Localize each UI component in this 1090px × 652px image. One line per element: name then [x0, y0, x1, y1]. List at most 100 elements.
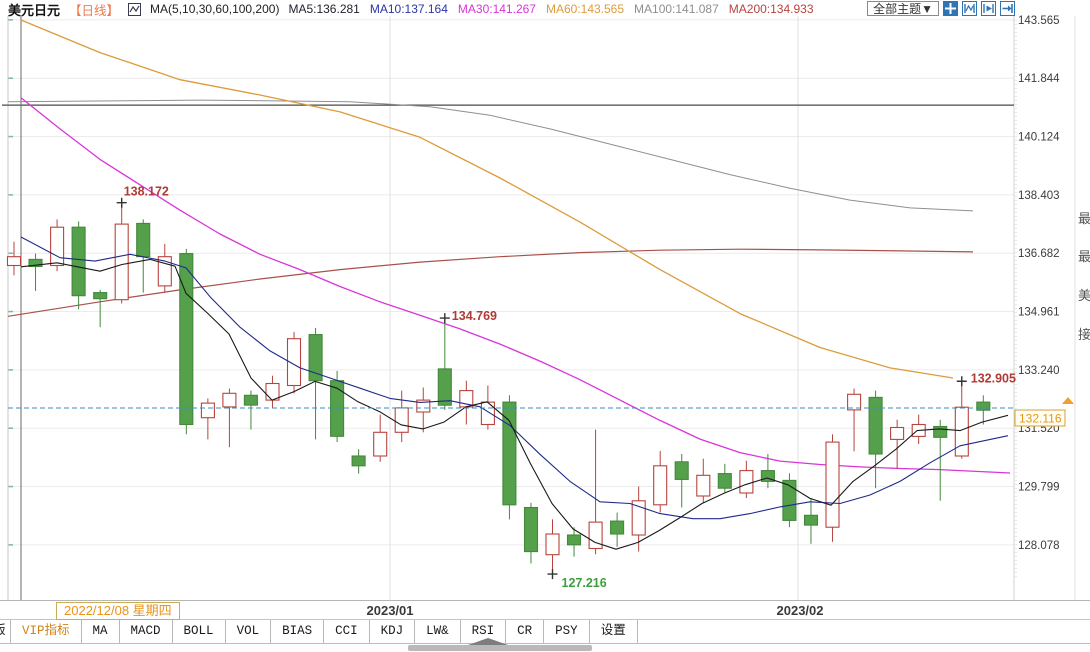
candle[interactable] — [933, 419, 948, 501]
current-price-tag — [1014, 409, 1066, 427]
y-axis-label: 141.844 — [1018, 73, 1060, 85]
indicator-tab-CR[interactable]: CR — [506, 620, 545, 643]
candle[interactable] — [760, 454, 775, 489]
candle[interactable] — [847, 388, 862, 452]
indicator-tab-VOL[interactable]: VOL — [226, 620, 272, 643]
indicator-tab-LW&[interactable]: LW& — [415, 620, 461, 643]
expand-panel-arrow-icon[interactable] — [468, 638, 508, 645]
y-axis-scale-icon[interactable] — [962, 1, 977, 16]
indicator-tab-clipped[interactable]: 版 — [0, 620, 11, 643]
candle[interactable] — [243, 390, 258, 430]
candle[interactable] — [394, 390, 409, 443]
candle[interactable] — [373, 414, 388, 462]
price-annotation: 127.216 — [562, 576, 607, 590]
indicator-tab-BIAS[interactable]: BIAS — [271, 620, 325, 643]
candle[interactable] — [825, 434, 840, 542]
y-axis-label: 140.124 — [1018, 132, 1060, 144]
candle[interactable] — [437, 318, 452, 410]
candle[interactable] — [6, 241, 22, 276]
candle[interactable] — [93, 289, 108, 328]
ma100-line — [7, 99, 974, 212]
ma-config-label: MA(5,10,30,60,100,200) — [150, 2, 280, 16]
ma-readout-1: MA10:137.164 — [369, 2, 448, 16]
ma-readout-5: MA200:134.933 — [728, 2, 814, 16]
candle[interactable] — [502, 395, 517, 520]
indicator-tab-MA[interactable]: MA — [82, 620, 120, 643]
month-label-jan: 2023/01 — [366, 603, 414, 618]
candle[interactable] — [136, 219, 151, 293]
candle[interactable] — [911, 414, 926, 445]
selected-date-label: 2022/12/08 星期四 — [56, 602, 180, 620]
playback-icon[interactable] — [981, 1, 996, 16]
ma-readout-4: MA100:141.087 — [634, 2, 719, 16]
chart-toolbar: 全部主题▼ — [867, 1, 1015, 16]
candle[interactable] — [545, 519, 560, 574]
date-axis: 2022/12/08 星期四 2023/01 2023/02 — [0, 600, 1090, 620]
candlestick-chart-icon — [128, 2, 142, 16]
candle[interactable] — [696, 458, 711, 503]
period-tag: 【日线】 — [69, 3, 120, 18]
candle[interactable] — [717, 463, 732, 493]
ma10-line — [20, 236, 1009, 520]
candle[interactable] — [868, 390, 883, 489]
crosshair-icon[interactable] — [943, 1, 958, 16]
indicator-tab-MACD[interactable]: MACD — [120, 620, 173, 643]
indicator-tab-BOLL[interactable]: BOLL — [173, 620, 226, 643]
indicator-tab-KDJ[interactable]: KDJ — [370, 620, 416, 643]
candle[interactable] — [265, 375, 280, 408]
ma5-line — [20, 258, 1009, 550]
ma60-line — [20, 19, 954, 379]
indicator-tab-PSY[interactable]: PSY — [544, 620, 590, 643]
candle[interactable] — [416, 387, 431, 433]
symbol-title: 美元日元 — [8, 2, 61, 18]
indicator-tab-VIP指标[interactable]: VIP指标 — [11, 620, 82, 643]
candle[interactable] — [890, 419, 905, 469]
extreme-cross-marker — [116, 197, 127, 208]
panel-resize-handle[interactable] — [408, 645, 592, 651]
candle[interactable] — [351, 449, 366, 474]
candle[interactable] — [286, 331, 302, 394]
candle[interactable] — [588, 429, 603, 555]
candle[interactable] — [157, 243, 172, 293]
theme-dropdown-button[interactable]: 全部主题▼ — [867, 1, 939, 16]
clipped-side-panel: 最最美接 — [1078, 0, 1090, 600]
price-annotation: 134.769 — [452, 309, 497, 323]
candle[interactable] — [523, 502, 539, 564]
y-axis-label: 128.078 — [1018, 540, 1060, 552]
candle[interactable] — [803, 498, 819, 544]
indicator-tab-CCI[interactable]: CCI — [324, 620, 370, 643]
candle[interactable] — [566, 527, 582, 557]
candle[interactable] — [222, 388, 237, 448]
ma-readout-2: MA30:141.267 — [457, 2, 536, 16]
y-axis-label: 134.961 — [1018, 307, 1060, 319]
candle[interactable] — [50, 219, 65, 272]
y-axis-label: 138.403 — [1018, 190, 1060, 202]
candle[interactable] — [114, 202, 129, 304]
ma-readout-0: MA5:136.281 — [288, 2, 360, 16]
month-label-feb: 2023/02 — [776, 603, 824, 618]
candle[interactable] — [739, 460, 754, 498]
pan-right-icon[interactable] — [1000, 1, 1015, 16]
indicator-tab-设置[interactable]: 设置 — [590, 620, 638, 643]
candle[interactable] — [308, 327, 323, 440]
indicator-tab-RSI[interactable]: RSI — [461, 620, 507, 643]
y-axis-label: 133.240 — [1018, 365, 1060, 377]
candle[interactable] — [610, 512, 625, 547]
candle[interactable] — [179, 248, 194, 435]
extreme-cross-marker — [547, 569, 558, 580]
clipped-panel-text: 最 — [1078, 211, 1090, 226]
candle[interactable] — [631, 486, 646, 552]
candle[interactable] — [71, 221, 86, 310]
bottom-panel-strip — [0, 638, 1090, 652]
price-alert-arrow-icon[interactable] — [1061, 397, 1075, 406]
candle[interactable] — [653, 450, 668, 513]
candle[interactable] — [674, 454, 689, 508]
candle[interactable] — [200, 398, 215, 440]
candle[interactable] — [976, 395, 991, 425]
candle[interactable] — [782, 473, 797, 528]
y-axis-label: 129.799 — [1018, 482, 1060, 494]
candle[interactable] — [28, 253, 43, 291]
chart-header: 美元日元 【日线】 MA(5,10,30,60,100,200) MA5:136… — [0, 0, 1090, 18]
